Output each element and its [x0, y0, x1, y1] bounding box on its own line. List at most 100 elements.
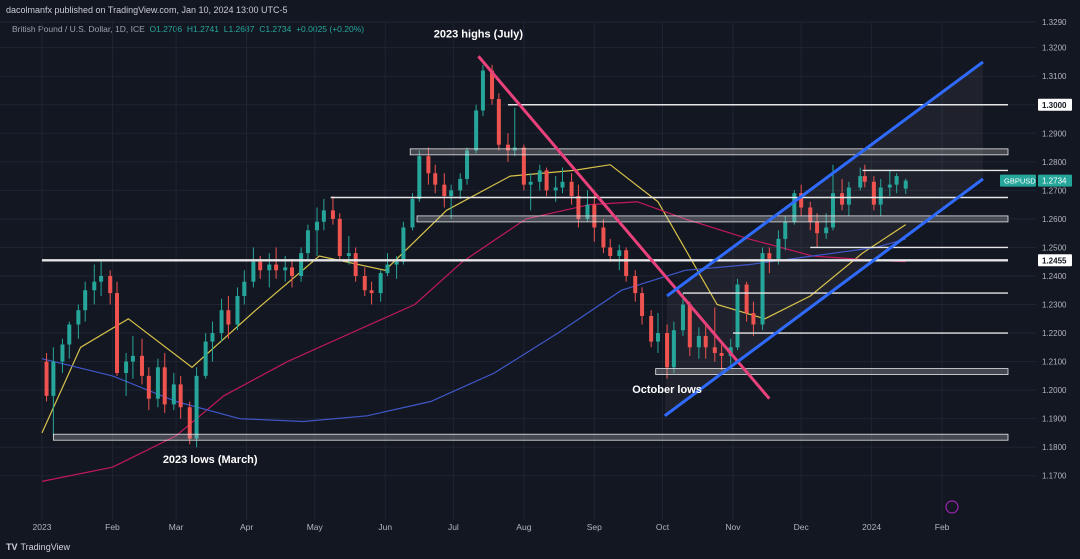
candle-body [537, 170, 542, 182]
tradingview-footer[interactable]: TV TradingView [6, 542, 70, 552]
candle-body [751, 313, 756, 325]
tradingview-brand: TradingView [20, 542, 71, 552]
candle-body [903, 180, 908, 189]
symbol-tag-bg [1000, 174, 1036, 187]
symbol-tag-label: GBPUSD [1004, 177, 1036, 186]
level-zone [52, 433, 1009, 441]
candle-body [862, 176, 867, 182]
last-price-tag-value: 1.2734 [1042, 177, 1067, 186]
candle-body [528, 181, 533, 185]
y-tick-label: 1.2500 [1042, 243, 1067, 252]
candle-body [171, 384, 176, 405]
candle-body [560, 181, 565, 188]
x-tick-label: 2024 [862, 522, 881, 532]
candle-body [362, 275, 367, 291]
x-tick-label: Feb [935, 522, 950, 532]
candle-body [226, 310, 231, 325]
candle-body [274, 264, 279, 271]
time-axis: 2023 Feb Mar Apr May Jun Jul Aug Sep Oct Nov Dec 202… [33, 500, 959, 532]
candle-body [569, 181, 574, 197]
candle-body [410, 198, 415, 228]
ohlc-change: +0.0025 (+0.20%) [296, 24, 365, 34]
candle-body [251, 261, 256, 282]
y-tick-label: 1.2900 [1042, 129, 1067, 138]
trendline-channel-upper [666, 60, 984, 298]
candle-body [808, 207, 813, 222]
candle-body [490, 70, 495, 100]
grid-lines [0, 21, 1036, 520]
horizontal-levels [42, 104, 1009, 441]
candle-body [330, 210, 335, 219]
y-tick-label: 1.2100 [1042, 358, 1067, 367]
candle-body [258, 261, 263, 271]
candle-body [417, 156, 422, 199]
ohlc-high: H1.2741 [186, 24, 219, 34]
channel-shade [664, 61, 983, 416]
candle-body [242, 281, 247, 296]
price-tag-value: 1.3000 [1042, 101, 1067, 110]
candle-body [760, 253, 765, 325]
candle-body [496, 99, 501, 145]
y-tick-label: 1.3100 [1042, 72, 1067, 81]
x-tick-label: 2023 [33, 522, 52, 532]
candle-body [458, 178, 463, 191]
candle-body [378, 273, 383, 294]
candle-body [210, 333, 215, 342]
candle-body [878, 187, 883, 205]
candle-body [521, 147, 526, 185]
x-tick-label: Aug [516, 522, 531, 532]
candle-body [744, 284, 749, 314]
candle-body [194, 375, 199, 439]
x-tick-label: May [307, 522, 324, 532]
candle-body [315, 221, 320, 231]
candle-body [871, 181, 876, 205]
candle-body [219, 310, 224, 334]
candle-body [67, 324, 72, 345]
price-axis: 1.3290 1.3200 1.3100 1.3000 1.2900 1.2800 1.27… [1000, 18, 1072, 481]
candle-body [124, 361, 129, 373]
candle-body [887, 184, 892, 188]
candle-body [346, 253, 351, 256]
candle-body [640, 293, 645, 316]
x-tick-label: Apr [240, 522, 253, 532]
candle-body [553, 187, 558, 191]
candle-body [846, 187, 851, 205]
candle-body [426, 156, 431, 174]
candle-body [601, 227, 606, 248]
trendlines [477, 55, 984, 418]
candle-body [108, 275, 113, 294]
candle-body [178, 384, 183, 408]
y-tick-label: 1.3200 [1042, 44, 1067, 53]
tradingview-logo-icon: TV [6, 542, 18, 552]
candle-body [44, 361, 49, 396]
candle-body [680, 304, 685, 331]
candle-body [442, 184, 447, 197]
price-tag-bg [1038, 98, 1072, 111]
annotation-label: October lows [632, 384, 702, 396]
candle-body [465, 150, 470, 179]
candle-body [792, 193, 797, 222]
candle-body [267, 264, 272, 271]
annotations: 2023 highs (July) 2023 lows (March) Octobe… [163, 29, 702, 466]
candle-body [480, 70, 485, 111]
x-tick-label: Jul [448, 522, 459, 532]
candle-body [203, 341, 208, 376]
candle-body [83, 290, 88, 311]
candle-body [617, 250, 622, 256]
ohlc-close: C1.2734 [259, 24, 292, 34]
candle-body [369, 290, 374, 294]
candle-body [187, 407, 192, 439]
candle-body [115, 293, 120, 373]
candle-body [824, 227, 829, 234]
ohlc-open: O1.2706 [149, 24, 183, 34]
y-tick-label: 1.2800 [1042, 158, 1067, 167]
candle-body [130, 355, 135, 362]
events-icon [945, 500, 959, 514]
candle-body [830, 193, 835, 228]
level-zone [409, 148, 1009, 156]
y-tick-label: 1.2400 [1042, 272, 1067, 281]
y-tick-label: 1.2600 [1042, 215, 1067, 224]
candle-body [687, 304, 692, 348]
